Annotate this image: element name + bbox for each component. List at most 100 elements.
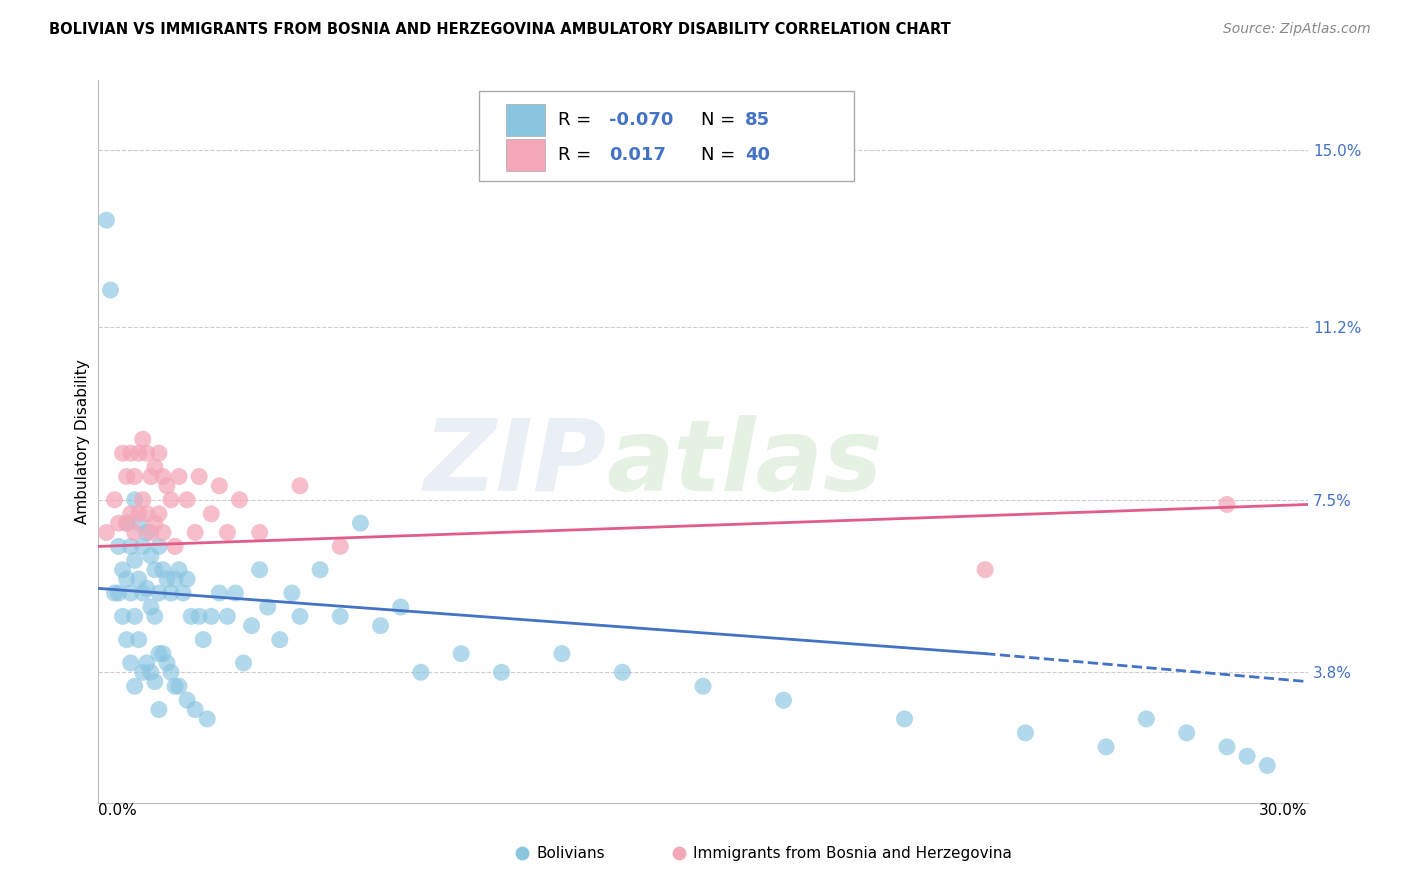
Text: 30.0%: 30.0% <box>1260 803 1308 818</box>
Point <box>143 516 166 530</box>
Point <box>281 586 304 600</box>
Point <box>240 618 263 632</box>
Point <box>160 492 183 507</box>
Point <box>124 679 146 693</box>
Point <box>269 632 291 647</box>
Point <box>163 540 186 554</box>
Text: 85: 85 <box>745 111 770 128</box>
Point <box>491 665 513 680</box>
Text: 40: 40 <box>745 146 770 164</box>
Point <box>120 540 142 554</box>
Point <box>167 563 190 577</box>
Text: Source: ZipAtlas.com: Source: ZipAtlas.com <box>1223 22 1371 37</box>
Point <box>160 665 183 680</box>
Text: N =: N = <box>700 146 741 164</box>
Point <box>115 572 138 586</box>
Point <box>100 283 122 297</box>
Point <box>167 679 190 693</box>
Point <box>256 600 278 615</box>
Point <box>329 540 352 554</box>
Point <box>124 609 146 624</box>
Point <box>1095 739 1118 754</box>
Point <box>1256 758 1278 772</box>
Point <box>370 618 392 632</box>
Point <box>135 525 157 540</box>
Point <box>107 540 129 554</box>
Point <box>176 492 198 507</box>
Point <box>1236 749 1258 764</box>
Point <box>389 600 412 615</box>
Point <box>120 586 142 600</box>
Point <box>152 469 174 483</box>
Point <box>288 609 311 624</box>
FancyBboxPatch shape <box>506 103 544 136</box>
Point <box>232 656 254 670</box>
Point <box>111 563 134 577</box>
Point <box>120 656 142 670</box>
Point <box>176 693 198 707</box>
Point <box>148 540 170 554</box>
Point <box>96 525 118 540</box>
Point <box>135 446 157 460</box>
Text: -0.070: -0.070 <box>609 111 673 128</box>
Point <box>96 213 118 227</box>
Point <box>143 674 166 689</box>
Point <box>124 553 146 567</box>
Point <box>249 563 271 577</box>
Point <box>772 693 794 707</box>
Point <box>184 525 207 540</box>
Point <box>148 507 170 521</box>
Point <box>128 572 150 586</box>
Point <box>200 609 222 624</box>
Point <box>1014 726 1036 740</box>
Point <box>156 656 179 670</box>
Point <box>349 516 371 530</box>
Point <box>115 516 138 530</box>
Point <box>120 446 142 460</box>
Point <box>135 582 157 596</box>
FancyBboxPatch shape <box>506 139 544 171</box>
Point <box>692 679 714 693</box>
Point <box>974 563 997 577</box>
Point <box>551 647 574 661</box>
Point <box>148 446 170 460</box>
Point <box>103 586 125 600</box>
Point <box>135 507 157 521</box>
Text: R =: R = <box>558 146 598 164</box>
Y-axis label: Ambulatory Disability: Ambulatory Disability <box>75 359 90 524</box>
Point <box>139 600 162 615</box>
Point <box>163 679 186 693</box>
Point <box>224 586 246 600</box>
Point <box>163 572 186 586</box>
Text: ZIP: ZIP <box>423 415 606 512</box>
Point <box>156 572 179 586</box>
Point <box>208 586 231 600</box>
Point <box>139 665 162 680</box>
Point <box>152 647 174 661</box>
Point <box>193 632 215 647</box>
Point <box>893 712 915 726</box>
Point <box>148 702 170 716</box>
Point <box>167 469 190 483</box>
Point <box>249 525 271 540</box>
Text: 0.017: 0.017 <box>609 146 665 164</box>
Point <box>111 446 134 460</box>
Point <box>115 469 138 483</box>
Point <box>132 492 155 507</box>
Point <box>132 586 155 600</box>
Text: 0.0%: 0.0% <box>98 803 138 818</box>
Point <box>132 432 155 446</box>
Point <box>156 479 179 493</box>
Point <box>124 469 146 483</box>
Point <box>132 665 155 680</box>
Point <box>124 492 146 507</box>
Point <box>195 712 218 726</box>
Text: N =: N = <box>700 111 741 128</box>
Point <box>450 647 472 661</box>
Point <box>1135 712 1157 726</box>
Point <box>107 516 129 530</box>
Point <box>329 609 352 624</box>
Text: BOLIVIAN VS IMMIGRANTS FROM BOSNIA AND HERZEGOVINA AMBULATORY DISABILITY CORRELA: BOLIVIAN VS IMMIGRANTS FROM BOSNIA AND H… <box>49 22 950 37</box>
Point <box>180 609 202 624</box>
Text: atlas: atlas <box>606 415 883 512</box>
